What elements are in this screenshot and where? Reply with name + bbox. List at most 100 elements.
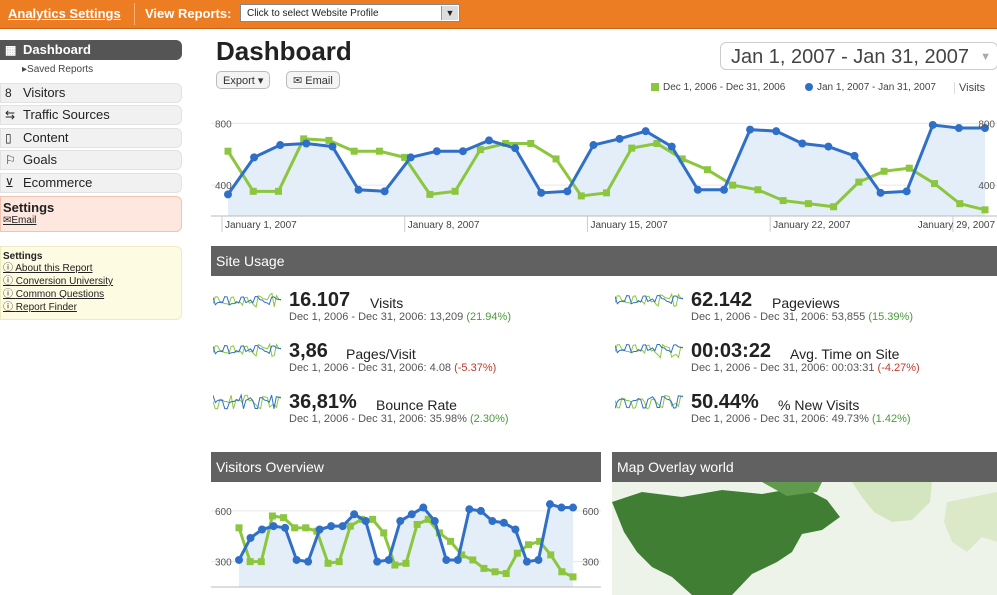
- stat-pages-per-visit[interactable]: 3,86 Pages/Visit Dec 1, 2006 - Dec 31, 200…: [213, 340, 593, 384]
- chevron-down-icon[interactable]: ▼: [441, 6, 458, 20]
- map-region-arctic-islands: [762, 482, 822, 496]
- common-questions-link[interactable]: ⓘ Common Questions: [3, 288, 179, 301]
- sparkline-curr: [615, 395, 683, 409]
- analytics-settings-link[interactable]: Analytics Settings: [8, 6, 121, 21]
- site-usage-header: Site Usage: [211, 246, 997, 276]
- sparkline: [615, 343, 683, 359]
- stat-value: 16.107: [289, 289, 351, 311]
- data-point: [485, 136, 494, 145]
- data-point: [407, 510, 416, 519]
- sidebar-item-visitors[interactable]: 8 Visitors: [0, 82, 182, 103]
- data-point: [280, 514, 288, 522]
- data-point: [249, 187, 257, 195]
- data-point: [488, 517, 497, 526]
- data-point: [235, 555, 243, 564]
- sidebar-item-ecommerce[interactable]: ⊻ Ecommerce: [0, 172, 182, 193]
- stat-label[interactable]: Pages/Visit: [346, 346, 416, 362]
- sidebar-item-goals[interactable]: ⚐ Goals: [0, 150, 182, 170]
- report-finder-link[interactable]: ⓘ Report Finder: [3, 301, 179, 314]
- envelope-icon: ✉: [293, 75, 303, 87]
- link-label: Report Finder: [15, 302, 77, 313]
- sidebar-item-traffic-sources[interactable]: ⇆ Traffic Sources: [0, 105, 182, 125]
- data-point: [380, 187, 389, 196]
- stat-avg-time-on-site[interactable]: 00:03:22 Avg. Time on Site Dec 1, 2006 - D…: [615, 340, 995, 384]
- sidebar-item-saved-reports[interactable]: ▸Saved Reports: [0, 63, 182, 79]
- sidebar-item-label: Goals: [23, 152, 57, 167]
- world-map[interactable]: [612, 482, 997, 595]
- data-point: [250, 153, 259, 162]
- data-point: [327, 522, 336, 531]
- data-point: [246, 558, 254, 566]
- date-range-picker[interactable]: Jan 1, 2007 - Jan 31, 2007 ▼: [720, 42, 997, 70]
- profile-select-value: Click to select Website Profile: [247, 8, 379, 19]
- email-link[interactable]: ✉Email: [3, 215, 179, 226]
- data-point: [491, 568, 499, 576]
- data-point: [693, 185, 702, 194]
- map-region-north-america: [612, 487, 840, 595]
- stat-label[interactable]: Avg. Time on Site: [790, 346, 900, 362]
- data-point: [375, 147, 383, 155]
- stat-pageviews[interactable]: 62.142 Pageviews Dec 1, 2006 - Dec 31, 200…: [615, 289, 995, 333]
- data-point: [276, 141, 285, 150]
- sparkline-prev: [213, 342, 281, 357]
- data-point: [577, 192, 585, 200]
- data-point: [754, 186, 762, 194]
- conversion-university-link[interactable]: ⓘ Conversion University: [3, 275, 179, 288]
- stat-new-visits[interactable]: 50.44% % New Visits Dec 1, 2006 - Dec 31, …: [615, 391, 995, 435]
- data-point: [350, 147, 358, 155]
- stat-change: (15.39%): [868, 311, 913, 323]
- data-point: [373, 557, 382, 566]
- data-point: [480, 564, 488, 572]
- link-label: Common Questions: [15, 289, 105, 300]
- data-point: [391, 561, 399, 569]
- y-tick-label: 400: [978, 181, 995, 192]
- export-button[interactable]: Export ▾: [216, 71, 271, 89]
- map-region-europe: [944, 492, 997, 552]
- stat-bounce-rate[interactable]: 36,81% Bounce Rate Dec 1, 2006 - Dec 31, 2…: [213, 391, 593, 435]
- stat-value: 36,81%: [289, 391, 357, 413]
- data-point: [419, 503, 428, 512]
- email-button[interactable]: ✉ Email: [286, 71, 340, 89]
- data-point: [499, 518, 508, 527]
- sidebar: ▦ Dashboard ▸Saved Reports 8 Visitors ⇆ …: [0, 40, 182, 195]
- stat-comparison-text: Dec 1, 2006 - Dec 31, 2006: 13,209: [289, 311, 467, 323]
- data-point: [902, 187, 911, 196]
- series-line: [237, 502, 573, 564]
- data-point: [426, 190, 434, 198]
- about-report-link[interactable]: ⓘ About this Report: [3, 262, 179, 275]
- stat-label[interactable]: Pageviews: [772, 295, 840, 311]
- legend-prev-label: Dec 1, 2006 - Dec 31, 2006: [663, 82, 786, 93]
- data-point: [346, 522, 354, 530]
- data-point: [369, 515, 377, 523]
- data-point: [641, 127, 650, 136]
- data-point: [325, 136, 333, 144]
- stat-comparison-text: Dec 1, 2006 - Dec 31, 2006: 53,855: [691, 311, 869, 323]
- stat-value: 50.44%: [691, 391, 759, 413]
- data-point: [511, 525, 520, 534]
- data-point: [469, 556, 477, 564]
- sparkline-curr: [615, 295, 683, 305]
- help-icon: ⓘ: [3, 289, 13, 300]
- sidebar-item-content[interactable]: ▯ Content: [0, 127, 182, 148]
- stat-change: (-4.27%): [877, 362, 920, 374]
- data-point: [653, 139, 661, 147]
- sidebar-item-label: Content: [23, 129, 69, 145]
- profile-select[interactable]: Click to select Website Profile ▼: [240, 4, 460, 22]
- sidebar-item-dashboard[interactable]: ▦ Dashboard: [0, 40, 182, 60]
- data-point: [667, 142, 676, 151]
- stat-label[interactable]: Visits: [370, 295, 404, 311]
- stat-visits[interactable]: 16.107 Visits Dec 1, 2006 - Dec 31, 2006: …: [213, 289, 593, 333]
- series-area: [239, 504, 573, 587]
- data-point: [432, 147, 441, 156]
- data-point: [746, 125, 755, 134]
- stat-value: 00:03:22: [691, 340, 772, 362]
- series-line: [226, 123, 985, 196]
- stat-comparison: Dec 1, 2006 - Dec 31, 2006: 13,209 (21.9…: [289, 311, 511, 323]
- stat-comparison-text: Dec 1, 2006 - Dec 31, 2006: 35.98%: [289, 413, 471, 425]
- stat-value: 3,86: [289, 340, 328, 362]
- stat-label[interactable]: % New Visits: [778, 397, 860, 413]
- stat-label[interactable]: Bounce Rate: [376, 397, 457, 413]
- help-box: Settings ⓘ About this Report ⓘ Conversio…: [0, 246, 182, 320]
- legend-curr-label: Jan 1, 2007 - Jan 31, 2007: [817, 82, 936, 93]
- metric-select[interactable]: Visits: [954, 82, 985, 94]
